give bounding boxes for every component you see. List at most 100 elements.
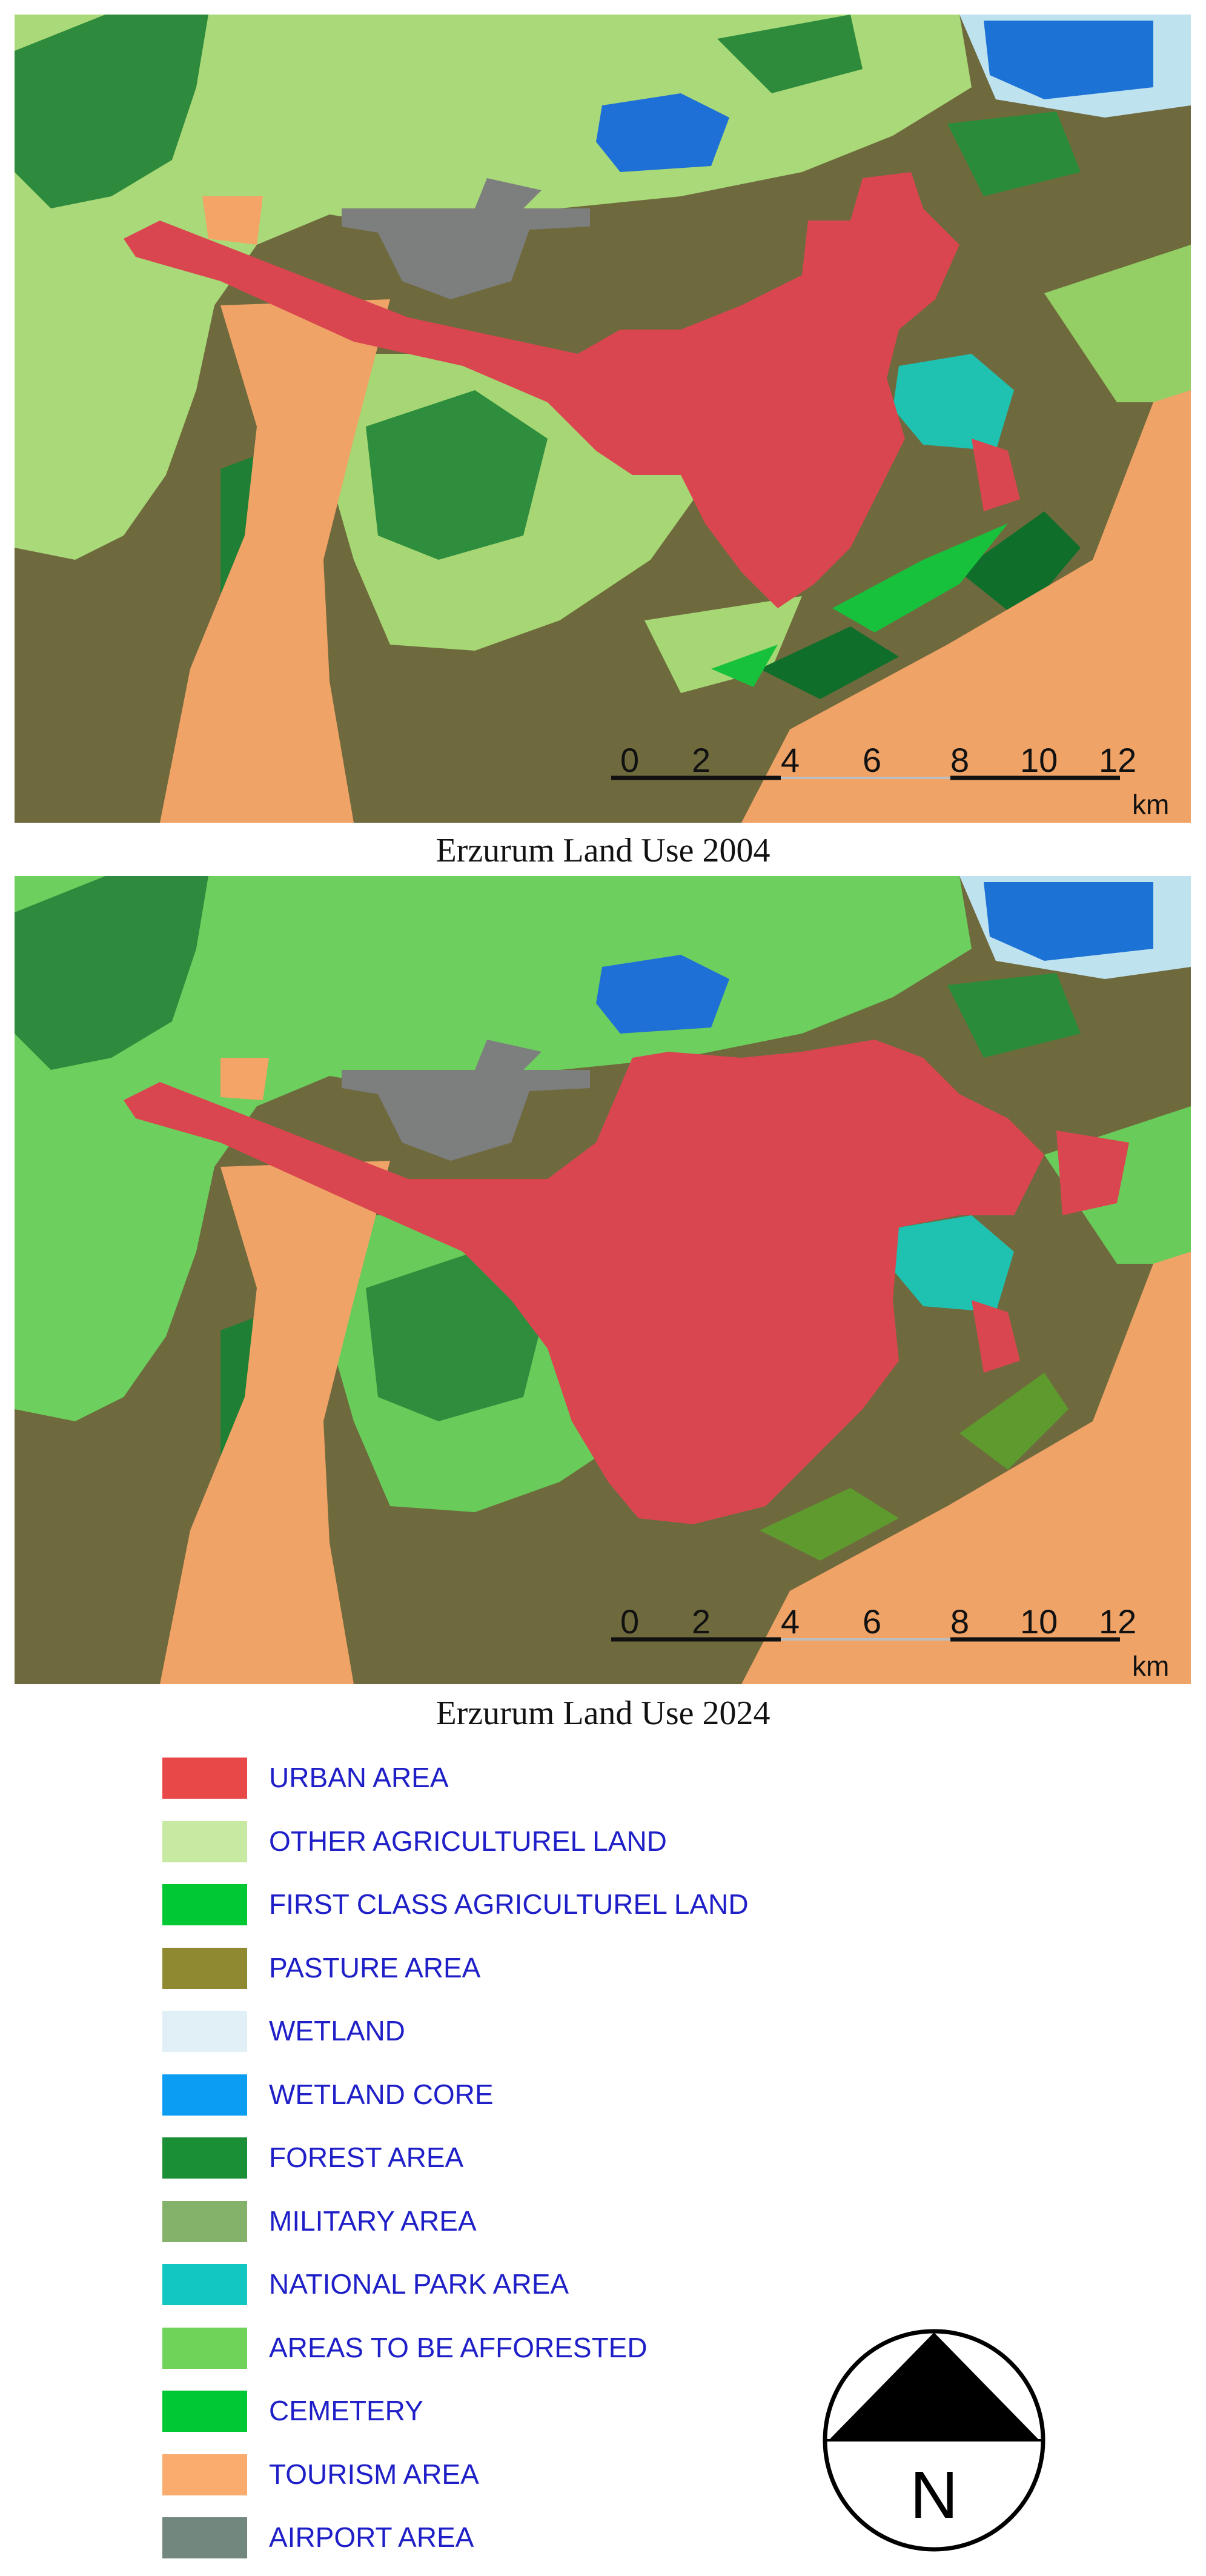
land-use-map-2004: 0 2 4 6 8 10 12 km: [15, 15, 1191, 823]
scale-tick-6: 6: [863, 741, 881, 779]
land-use-map-2024: 0 2 4 6 8 10 12 km: [15, 876, 1191, 1684]
scale-tick-2: 2: [692, 741, 711, 779]
urban-area-east: [972, 1300, 1020, 1373]
scale-tick-8: 8: [950, 741, 969, 779]
legend-swatch: [162, 1884, 247, 1925]
legend-swatch: [162, 2137, 247, 2179]
urban-area: [124, 1040, 1044, 1524]
legend-label: WETLAND CORE: [269, 2078, 494, 2110]
legend-swatch: [162, 1947, 247, 1989]
tourism-west: [160, 299, 390, 823]
legend-label: AREAS TO BE AFFORESTED: [269, 2331, 648, 2363]
legend-item: CEMETERY: [162, 2386, 950, 2449]
scale-tick-12: 12: [1099, 1602, 1136, 1641]
lake: [596, 955, 729, 1034]
scale-tick-10: 10: [1020, 1602, 1058, 1641]
scale-bar: 0 2 4 6 8 10 12 km: [611, 741, 1169, 820]
scale-tick-2: 2: [692, 1602, 711, 1641]
urban-area-northeast: [1056, 1130, 1129, 1215]
forest-northwest: [15, 876, 208, 1070]
forest-central: [366, 390, 548, 560]
legend-label: WETLAND: [269, 2015, 405, 2047]
military-east: [959, 1373, 1069, 1470]
legend-label: OTHER AGRICULTUREL LAND: [269, 1825, 667, 1857]
lake: [596, 93, 729, 172]
legend-item: URBAN AREA: [162, 1753, 950, 1816]
scale-tick-0: 0: [620, 1602, 639, 1641]
legend-label: URBAN AREA: [269, 1762, 449, 1793]
wetland-core: [984, 882, 1153, 961]
tourism-northwest: [220, 1058, 269, 1100]
legend-item: MILITARY AREA: [162, 2196, 950, 2260]
airport: [342, 178, 590, 299]
forest-northeast: [947, 973, 1081, 1058]
scale-tick-8: 8: [950, 1602, 969, 1641]
legend-item: NATIONAL PARK AREA: [162, 2259, 950, 2323]
urban-area: [124, 172, 959, 608]
legend-swatch: [162, 2200, 247, 2242]
scale-tick-12: 12: [1099, 741, 1136, 779]
scale-bar: 0 2 4 6 8 10 12 km: [611, 1602, 1169, 1682]
legend-swatch: [162, 1821, 247, 1862]
other-agri-north: [15, 15, 972, 560]
legend-item: FOREST AREA: [162, 2133, 950, 2196]
legend-swatch: [162, 2011, 247, 2052]
tourism-southeast: [741, 1252, 1191, 1684]
legend-label: TOURISM AREA: [269, 2458, 479, 2490]
forest-northeast: [947, 111, 1081, 196]
legend-item: OTHER AGRICULTUREL LAND: [162, 1816, 950, 1880]
airport: [342, 1040, 590, 1161]
legend-item: TOURISM AREA: [162, 2449, 950, 2513]
legend-item: PASTURE AREA: [162, 1943, 950, 2007]
legend-label: CEMETERY: [269, 2395, 423, 2426]
north-label: N: [910, 2458, 958, 2532]
scale-unit: km: [1132, 1650, 1169, 1682]
afforest-north: [15, 876, 972, 1421]
military-south: [760, 1488, 899, 1561]
legend-item: FIRST CLASS AGRICULTUREL LAND: [162, 1879, 950, 1943]
legend-label: PASTURE AREA: [269, 1951, 481, 1983]
scale-tick-4: 4: [781, 1602, 800, 1641]
first-class-agri-2: [711, 645, 778, 687]
forest-east: [959, 511, 1081, 620]
legend-item: AIRPORT AREA: [162, 2512, 950, 2576]
legend-item: AREAS TO BE AFFORESTED: [162, 2323, 950, 2386]
other-agri-east: [1044, 245, 1191, 402]
legend-label: AIRPORT AREA: [269, 2521, 474, 2553]
tourism-southeast: [741, 390, 1191, 823]
legend-item: WETLAND: [162, 2006, 950, 2070]
first-class-agri: [832, 523, 1008, 632]
map-caption-2024: Erzurum Land Use 2024: [436, 1695, 770, 1732]
scale-tick-10: 10: [1020, 741, 1058, 779]
wetland-core: [984, 21, 1153, 99]
north-arrow-triangle: [829, 2332, 1039, 2440]
tourism-west: [160, 1161, 390, 1684]
national-park: [893, 1215, 1014, 1312]
legend-label: FIRST CLASS AGRICULTUREL LAND: [269, 1888, 749, 1920]
forest-central: [366, 1252, 548, 1421]
legend-label: NATIONAL PARK AREA: [269, 2268, 569, 2300]
north-arrow-icon: N: [823, 2329, 1045, 2552]
scale-unit: km: [1132, 789, 1169, 820]
scale-tick-6: 6: [863, 1602, 881, 1641]
legend-label: MILITARY AREA: [269, 2205, 477, 2237]
legend-swatch: [162, 2517, 247, 2558]
legend-swatch: [162, 2327, 247, 2369]
legend-item: WETLAND CORE: [162, 2070, 950, 2133]
legend-swatch: [162, 2074, 247, 2116]
legend-swatch: [162, 2391, 247, 2432]
scale-tick-4: 4: [781, 741, 800, 779]
legend-swatch: [162, 1758, 247, 1799]
national-park: [893, 354, 1014, 451]
forest-south: [760, 626, 899, 699]
scale-tick-0: 0: [620, 741, 639, 779]
legend-swatch: [162, 2454, 247, 2495]
map-2004-canvas: 0 2 4 6 8 10 12 km: [15, 15, 1191, 823]
north-arrow: N: [819, 2325, 1049, 2555]
legend: URBAN AREA OTHER AGRICULTUREL LAND FIRST C…: [162, 1753, 950, 2576]
urban-area-east: [972, 439, 1020, 511]
forest-north: [717, 15, 863, 93]
legend-label: FOREST AREA: [269, 2142, 464, 2173]
forest-northwest: [15, 15, 208, 208]
legend-swatch: [162, 2264, 247, 2305]
